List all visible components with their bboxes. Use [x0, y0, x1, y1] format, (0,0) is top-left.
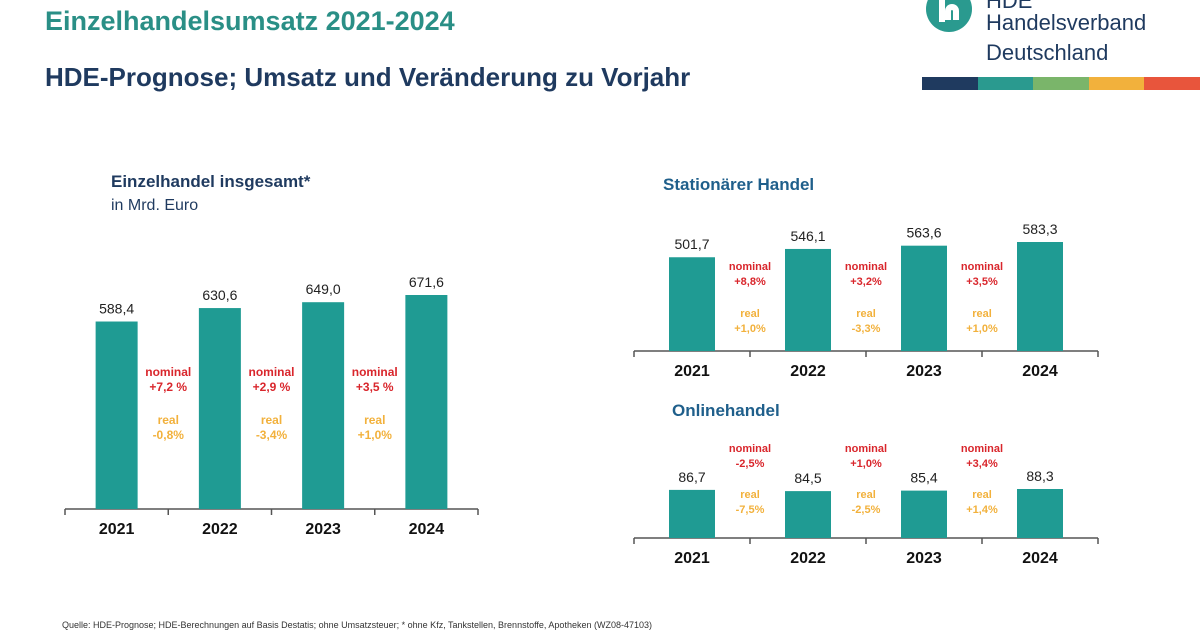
bar-2021 [95, 321, 138, 509]
bar-value-label: 563,6 [906, 225, 941, 241]
bar-2024 [1017, 242, 1063, 351]
nominal-change-value: +3,5% [966, 276, 998, 288]
x-tick-label: 2021 [99, 521, 135, 538]
real-label: real [740, 489, 760, 501]
bar-2021 [669, 489, 715, 538]
bar-2022 [785, 248, 831, 351]
logo-text-hde: HDE [986, 0, 1033, 13]
page-subtitle: HDE-Prognose; Umsatz und Veränderung zu … [45, 62, 691, 92]
real-change-value: -2,5% [852, 504, 881, 516]
real-change-value: +1,0% [358, 428, 393, 442]
real-label: real [364, 413, 385, 427]
x-tick-label: 2024 [1022, 550, 1058, 567]
bar-2022 [785, 491, 831, 538]
x-tick-label: 2023 [906, 550, 942, 567]
nominal-change-value: +1,0% [850, 458, 882, 470]
x-tick-label: 2021 [674, 363, 710, 380]
real-label: real [261, 413, 282, 427]
chart-title-total: Einzelhandel insgesamt* [111, 172, 311, 191]
nominal-change-value: +3,2% [850, 276, 882, 288]
logo-stripe-segment [1144, 77, 1200, 90]
x-tick-label: 2021 [674, 550, 710, 567]
real-change-value: +1,0% [734, 323, 766, 335]
bar-value-label: 588,4 [99, 301, 134, 317]
bar-value-label: 583,3 [1022, 221, 1057, 237]
bar-2022 [198, 308, 241, 509]
x-tick-label: 2023 [906, 363, 942, 380]
real-change-value: -0,8% [153, 428, 185, 442]
x-tick-label: 2024 [409, 521, 445, 538]
bar-value-label: 85,4 [910, 470, 937, 486]
logo-stripe-segment [922, 77, 978, 90]
real-label: real [972, 308, 992, 320]
logo-text-line1: Handelsverband [986, 10, 1147, 35]
nominal-change-value: +3,4% [966, 458, 998, 470]
real-label: real [158, 413, 179, 427]
x-tick-label: 2022 [202, 521, 238, 538]
bar-value-label: 84,5 [794, 470, 821, 486]
nominal-change-value: -2,5% [736, 458, 765, 470]
nominal-label: nominal [145, 365, 191, 379]
nominal-label: nominal [352, 365, 398, 379]
nominal-label: nominal [729, 443, 771, 455]
nominal-change-value: +7,2 % [149, 380, 187, 394]
bar-2021 [669, 257, 715, 351]
logo-stripe-segment [1088, 77, 1145, 90]
bar-value-label: 86,7 [678, 469, 705, 485]
bar-2024 [1017, 489, 1063, 538]
nominal-label: nominal [845, 261, 887, 273]
chart-subtitle-total: in Mrd. Euro [111, 197, 199, 214]
bar-2023 [901, 245, 947, 351]
nominal-label: nominal [845, 443, 887, 455]
logo-stripe-segment [977, 77, 1034, 90]
real-label: real [740, 308, 760, 320]
real-label: real [856, 308, 876, 320]
nominal-label: nominal [248, 365, 294, 379]
bar-2023 [302, 302, 345, 509]
source-note: Quelle: HDE-Prognose; HDE-Berechnungen a… [62, 620, 652, 630]
nominal-label: nominal [961, 261, 1003, 273]
nominal-label: nominal [961, 443, 1003, 455]
nominal-change-value: +8,8% [734, 276, 766, 288]
real-label: real [972, 489, 992, 501]
nominal-label: nominal [729, 261, 771, 273]
nominal-change-value: +3,5 % [356, 380, 394, 394]
bar-2023 [901, 490, 947, 538]
bar-value-label: 671,6 [409, 274, 444, 290]
bar-value-label: 546,1 [790, 228, 825, 244]
bar-value-label: 88,3 [1026, 468, 1053, 484]
bar-value-label: 501,7 [674, 236, 709, 252]
real-change-value: -7,5% [736, 504, 765, 516]
logo-color-stripe [922, 77, 1200, 90]
x-tick-label: 2023 [305, 521, 341, 538]
real-change-value: +1,0% [966, 323, 998, 335]
nominal-change-value: +2,9 % [253, 380, 291, 394]
x-tick-label: 2022 [790, 550, 826, 567]
bar-value-label: 649,0 [306, 281, 341, 297]
logo-text-line2: Deutschland [986, 40, 1109, 65]
logo-stripe-segment [1033, 77, 1089, 90]
real-change-value: -3,4% [256, 428, 288, 442]
chart-title-online: Onlinehandel [672, 401, 780, 420]
hde-logo: HDE Handelsverband Deutschland [922, 0, 1200, 92]
real-change-value: +1,4% [966, 504, 998, 516]
page-title: Einzelhandelsumsatz 2021-2024 [45, 6, 455, 36]
bar-value-label: 630,6 [202, 287, 237, 303]
bar-2024 [405, 295, 448, 509]
x-tick-label: 2022 [790, 363, 826, 380]
real-change-value: -3,3% [852, 323, 881, 335]
x-tick-label: 2024 [1022, 363, 1058, 380]
chart-title-stationary: Stationärer Handel [663, 175, 815, 194]
real-label: real [856, 489, 876, 501]
